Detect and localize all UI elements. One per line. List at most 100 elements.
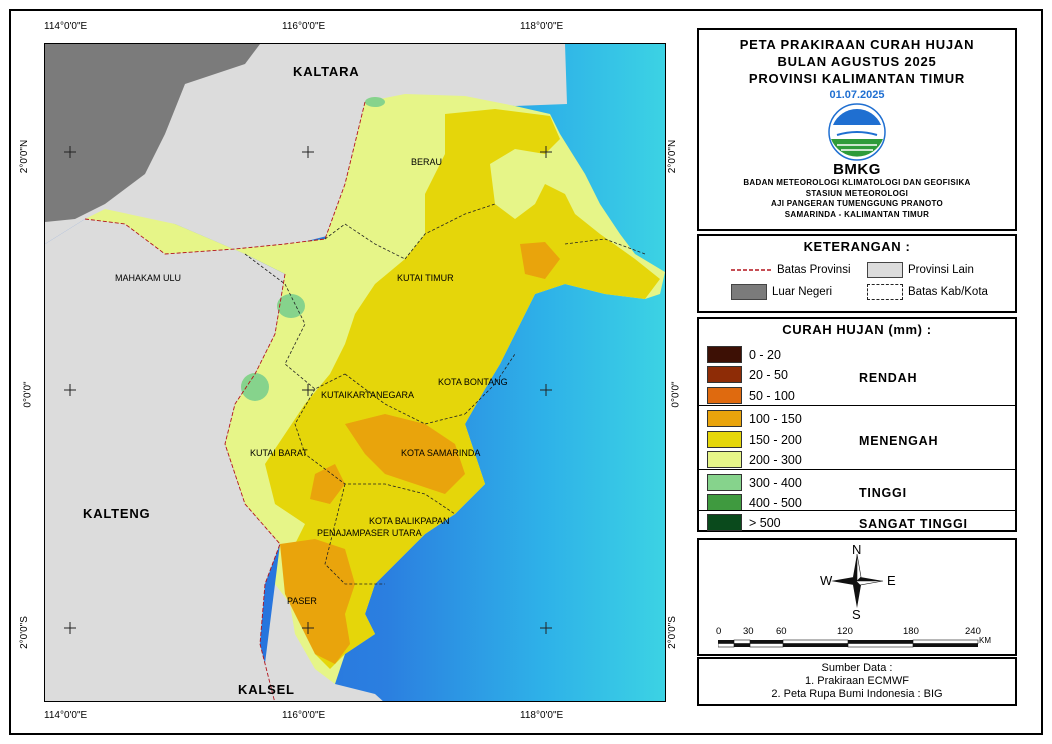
label-kaltara: KALTARA (293, 64, 360, 79)
label-kalteng: KALTENG (83, 506, 151, 521)
category-tinggi: TINGGI (859, 486, 907, 500)
source-line-1: 1. Prakiraan ECMWF (805, 675, 909, 687)
category-menengah: MENENGAH (859, 434, 939, 448)
grid-label-left-1: 2°0'0"N (19, 139, 31, 174)
compass-west: W (820, 573, 833, 588)
map-title-line-3: PROVINSI KALIMANTAN TIMUR (748, 71, 966, 86)
category-sangat-tinggi: SANGAT TINGGI (859, 517, 968, 531)
rain-100-150-zone (280, 539, 355, 664)
other-province-west-south (45, 219, 285, 701)
legend-class-label: 200 - 300 (749, 452, 802, 467)
scale-tick-0: 0 (716, 626, 722, 637)
source-panel: Sumber Data : 1. Prakiraan ECMWF 2. Peta… (697, 657, 1017, 706)
compass-north: N (852, 542, 862, 557)
agency-line-1: BADAN METEOROLOGI KLIMATOLOGI DAN GEOFIS… (743, 178, 971, 187)
label-berau: BERAU (411, 157, 443, 167)
label-kota-samarinda: KOTA SAMARINDA (401, 448, 481, 458)
legend-class-label: 150 - 200 (749, 432, 802, 447)
legend-class-label: > 500 (749, 515, 781, 530)
legend-class-swatch (707, 494, 742, 511)
legend-class-swatch (707, 346, 742, 363)
legend-class-label: 50 - 100 (749, 388, 795, 403)
label-kutai-barat: KUTAI BARAT (250, 448, 308, 458)
legend-class-row: 300 - 400 (707, 473, 802, 492)
district-boundaries (244, 203, 646, 585)
map-title-line-2: BULAN AGUSTUS 2025 (777, 54, 937, 69)
legend-class-swatch (707, 410, 742, 427)
issue-date: 01.07.2025 (829, 89, 885, 101)
legend-foreign-label: Luar Negeri (772, 286, 833, 298)
legend-class-row: > 500 (707, 513, 781, 532)
title-panel: PETA PRAKIRAAN CURAH HUJAN BULAN AGUSTUS… (697, 28, 1017, 231)
legend-class-row: 20 - 50 (707, 365, 788, 384)
label-kalsel: KALSEL (238, 682, 295, 697)
grid-label-bottom-2: 116°0'0"E (282, 710, 326, 721)
bmkg-logo-icon (828, 103, 886, 161)
label-mahakam-ulu: MAHAKAM ULU (115, 273, 182, 283)
map-title-line-1: PETA PRAKIRAAN CURAH HUJAN (739, 37, 975, 52)
legend-class-label: 100 - 150 (749, 411, 802, 426)
map-canvas (45, 44, 665, 701)
label-kutai-kartanegara: KUTAIKARTANEGARA (321, 390, 415, 400)
foreign-swatch (731, 284, 767, 300)
label-penajam-paser-utara: PENAJAMPASER UTARA (317, 528, 422, 538)
rainfall-legend-heading: CURAH HUJAN (mm) : (782, 322, 932, 337)
grid-label-bottom-3: 118°0'0"E (520, 710, 564, 721)
grid-label-left-3: 2°0'0"S (18, 616, 30, 649)
source-line-2: 2. Peta Rupa Bumi Indonesia : BIG (771, 688, 943, 700)
province-boundary-line-icon (731, 269, 773, 271)
legend-other-province-label: Provinsi Lain (908, 264, 974, 276)
rain-100-150-zone (310, 464, 345, 504)
legend-class-swatch (707, 514, 742, 531)
map-frame (9, 9, 1043, 735)
rainfall-map[interactable]: KALTARA KALTENG KALSEL BERAU MAHAKAM ULU… (44, 43, 666, 702)
legend-class-swatch (707, 387, 742, 404)
legend-district-boundary: Batas Kab/Kota (867, 284, 988, 300)
grid-label-bottom-1: 114°0'0"E (44, 710, 88, 721)
grid-label-top-1: 114°0'0"E (44, 21, 88, 32)
scale-tick-30: 30 (743, 626, 754, 637)
rainfall-legend-panel: CURAH HUJAN (mm) : 0 - 20 20 - 50 50 - 100… (697, 317, 1017, 532)
grid-crosses (64, 146, 552, 634)
bmkg-logo-text: BMKG (833, 161, 881, 178)
legend-class-row: 50 - 100 (707, 386, 795, 405)
legend-province-boundary-label: Batas Provinsi (777, 264, 851, 276)
grid-label-top-3: 118°0'0"E (520, 21, 564, 32)
grid-label-left-2: 0°0'0" (22, 381, 34, 408)
label-kota-bontang: KOTA BONTANG (438, 377, 508, 387)
legend-divider (699, 469, 1015, 470)
agency-line-3: AJI PANGERAN TUMENGGUNG PRANOTO (770, 199, 944, 208)
legend-class-row: 200 - 300 (707, 450, 802, 469)
agency-line-2: STASIUN METEOROLOGI (805, 188, 909, 198)
legend-foreign: Luar Negeri (731, 284, 832, 300)
legend-class-label: 300 - 400 (749, 475, 802, 490)
legend-class-label: 0 - 20 (749, 347, 781, 362)
compass-east: E (887, 573, 896, 588)
scale-tick-120: 120 (837, 626, 853, 637)
grid-label-right-1: 2°0'0"N (667, 139, 679, 174)
scale-bar (718, 639, 979, 648)
legend-class-row: 150 - 200 (707, 430, 802, 449)
grid-label-top-2: 116°0'0"E (282, 21, 326, 32)
district-boundary-swatch (867, 284, 903, 300)
rain-300-400-patch (365, 97, 385, 107)
scale-unit: KM (979, 636, 991, 645)
legend-class-row: 100 - 150 (707, 409, 802, 428)
scale-tick-240: 240 (965, 626, 981, 637)
scale-tick-60: 60 (776, 626, 787, 637)
scale-tick-180: 180 (903, 626, 919, 637)
foreign-country (45, 44, 260, 222)
legend-class-label: 400 - 500 (749, 495, 802, 510)
agency-line-4: SAMARINDA - KALIMANTAN TIMUR (784, 209, 930, 219)
legend-district-boundary-label: Batas Kab/Kota (908, 286, 988, 298)
rain-300-400-patch (277, 294, 305, 318)
label-kutai-timur: KUTAI TIMUR (397, 273, 454, 283)
label-kota-balikpapan: KOTA BALIKPAPAN (369, 516, 450, 526)
grid-label-right-2: 0°0'0" (670, 381, 682, 408)
legend-class-row: 0 - 20 (707, 345, 781, 364)
north-arrow-icon (831, 553, 884, 608)
legend-province-boundary: Batas Provinsi (731, 264, 851, 276)
label-paser: PASER (287, 596, 317, 606)
legend-class-swatch (707, 474, 742, 491)
rain-150-200-zone (265, 109, 660, 669)
